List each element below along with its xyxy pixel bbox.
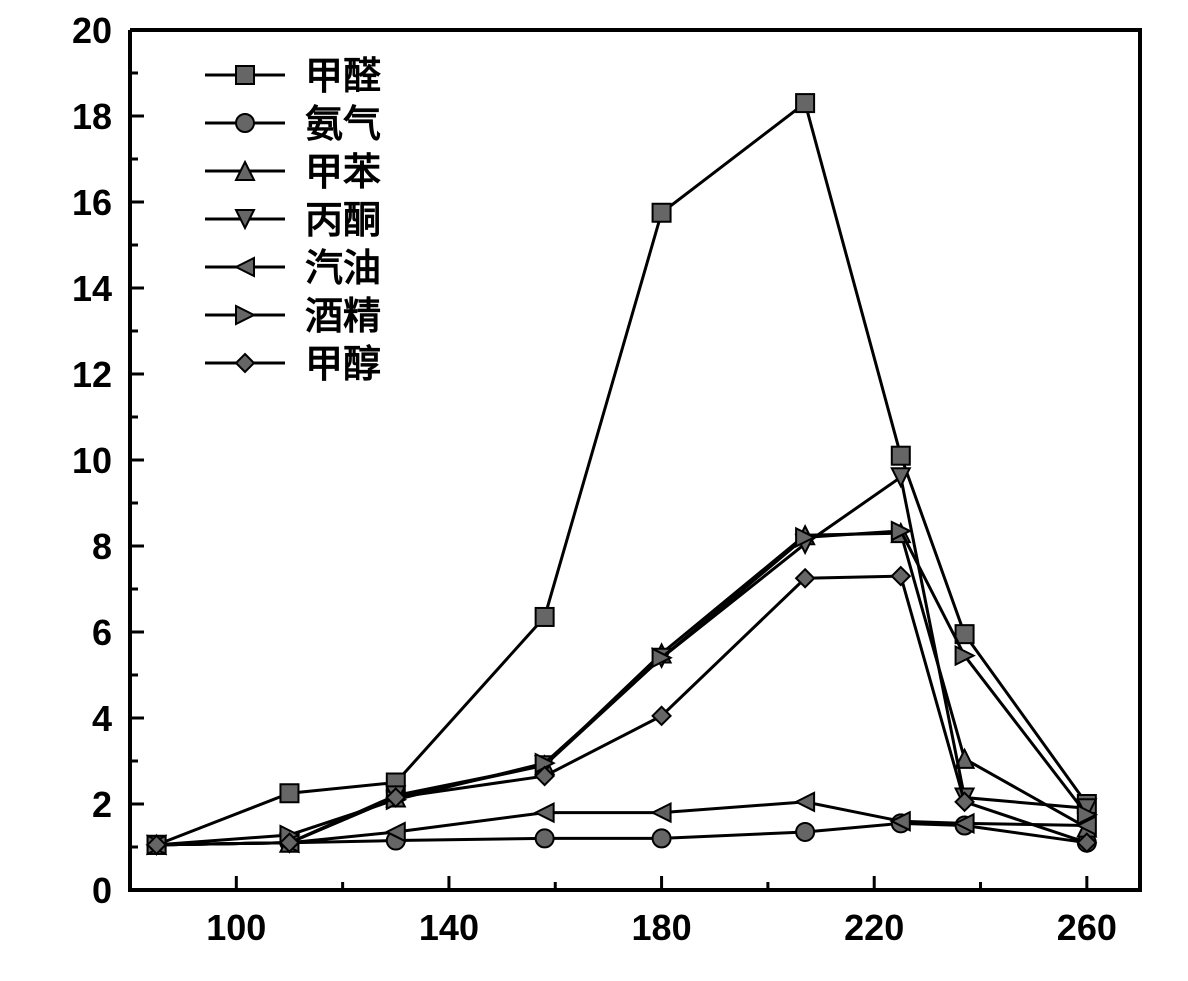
svg-text:12: 12 (72, 354, 112, 395)
svg-text:180: 180 (632, 907, 692, 948)
legend-label: 汽油 (305, 248, 381, 290)
svg-text:8: 8 (92, 526, 112, 567)
svg-text:4: 4 (92, 698, 112, 739)
svg-text:16: 16 (72, 182, 112, 223)
svg-text:10: 10 (72, 440, 112, 481)
legend-label: 甲苯 (305, 152, 381, 194)
svg-text:2: 2 (92, 784, 112, 825)
legend-label: 甲醛 (305, 56, 381, 98)
svg-text:14: 14 (72, 268, 112, 309)
svg-text:140: 140 (419, 907, 479, 948)
legend-label: 酒精 (305, 296, 381, 338)
legend-label: 氨气 (305, 104, 381, 146)
svg-text:6: 6 (92, 612, 112, 653)
legend-label: 甲醇 (305, 344, 381, 386)
svg-text:100: 100 (206, 907, 266, 948)
chart-container: 0 2 4 6 8 10 12 14 16 18 20 100 140 180 220 260 甲醛氨气甲苯丙酮… (0, 0, 1188, 981)
svg-text:18: 18 (72, 96, 112, 137)
svg-text:220: 220 (844, 907, 904, 948)
svg-text:260: 260 (1057, 907, 1117, 948)
legend-label: 丙酮 (305, 200, 381, 242)
svg-text:0: 0 (92, 870, 112, 911)
svg-text:20: 20 (72, 10, 112, 51)
line-chart: 0 2 4 6 8 10 12 14 16 18 20 100 140 180 220 260 甲醛氨气甲苯丙酮… (0, 0, 1188, 981)
